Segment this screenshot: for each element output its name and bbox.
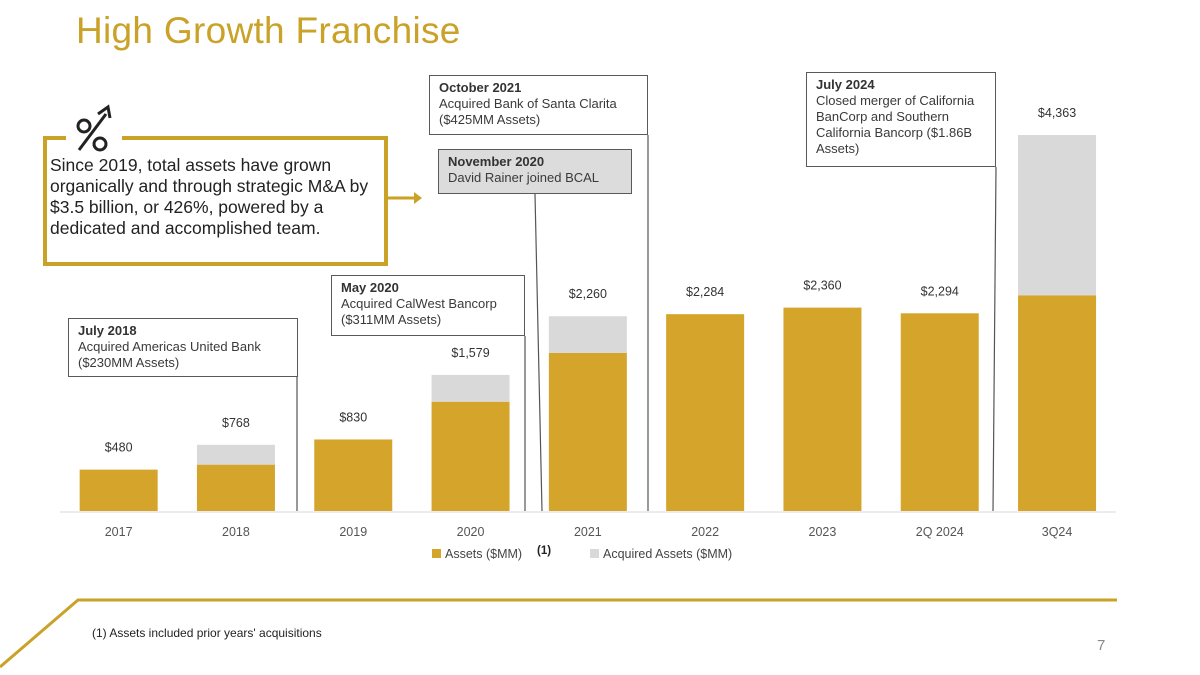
callout-november-2020: November 2020 David Rainer joined BCAL — [438, 149, 632, 194]
tick-label: 2022 — [691, 525, 719, 539]
data-label: $2,360 — [803, 279, 841, 293]
callout-heading: July 2024 — [816, 77, 875, 92]
info-text: Since 2019, total assets have grown orga… — [50, 155, 369, 238]
legend-label: Assets ($MM) — [445, 547, 522, 561]
arrow-right-icon — [388, 192, 422, 204]
tick-label: 2017 — [105, 525, 133, 539]
tick-label: 2020 — [457, 525, 485, 539]
page-number: 7 — [1097, 637, 1106, 654]
callout-heading: October 2021 — [439, 80, 522, 95]
callout-text: Closed merger of California BanCorp and … — [816, 93, 975, 156]
data-label: $480 — [105, 441, 133, 455]
tick-label: 2019 — [339, 525, 367, 539]
data-label: $2,260 — [569, 287, 607, 301]
bar-assets-2023 — [783, 307, 862, 511]
callout-heading: July 2018 — [78, 323, 137, 338]
timeline-connector — [992, 166, 997, 512]
bar-assets-2022 — [666, 314, 745, 511]
callout-heading: November 2020 — [448, 154, 545, 169]
legend-swatch-acquired — [590, 549, 599, 558]
tick-label: 3Q24 — [1042, 525, 1073, 539]
bar-assets-2020 — [431, 401, 510, 511]
tick-label: 2018 — [222, 525, 250, 539]
callout-text: Acquired Americas United Bank ($230MM As… — [78, 339, 261, 370]
callout-text: David Rainer joined BCAL — [448, 170, 600, 185]
bar-assets-2018 — [196, 464, 275, 511]
callout-july-2024: July 2024 Closed merger of California Ba… — [806, 72, 996, 167]
data-label: $4,363 — [1038, 106, 1076, 120]
data-label: $830 — [339, 410, 367, 424]
bar-acquired-2020 — [431, 374, 510, 402]
bar-assets-2Q 2024 — [900, 313, 979, 511]
legend-swatch-assets — [432, 549, 441, 558]
legend-footnote-marker: (1) — [537, 545, 551, 557]
bar-assets-2017 — [79, 469, 158, 511]
footnote: (1) Assets included prior years' acquisi… — [92, 626, 322, 640]
data-label: $2,294 — [921, 284, 959, 298]
data-label: $2,284 — [686, 285, 724, 299]
tick-label: 2Q 2024 — [916, 525, 964, 539]
percent-growth-icon — [66, 104, 122, 154]
tick-label: 2021 — [574, 525, 602, 539]
callout-heading: May 2020 — [341, 280, 399, 295]
bar-assets-3Q24 — [1018, 295, 1097, 511]
timeline-connector — [534, 193, 543, 512]
data-label: $768 — [222, 416, 250, 430]
callout-text: Acquired Bank of Santa Clarita ($425MM A… — [439, 96, 617, 127]
page-title: High Growth Franchise — [76, 10, 461, 51]
bar-acquired-2021 — [548, 316, 627, 353]
info-box — [43, 136, 388, 266]
bar-assets-2021 — [548, 352, 627, 511]
tick-label: 2023 — [809, 525, 837, 539]
bar-acquired-2018 — [196, 444, 275, 465]
bar-acquired-3Q24 — [1018, 135, 1097, 296]
callout-july-2018: July 2018 Acquired Americas United Bank … — [68, 318, 298, 377]
callout-october-2021: October 2021 Acquired Bank of Santa Clar… — [429, 75, 648, 135]
bar-assets-2019 — [314, 439, 393, 511]
data-label: $1,579 — [451, 346, 489, 360]
callout-text: Acquired CalWest Bancorp ($311MM Assets) — [341, 296, 497, 327]
legend-label: Acquired Assets ($MM) — [603, 547, 732, 561]
callout-may-2020: May 2020 Acquired CalWest Bancorp ($311M… — [331, 275, 525, 336]
